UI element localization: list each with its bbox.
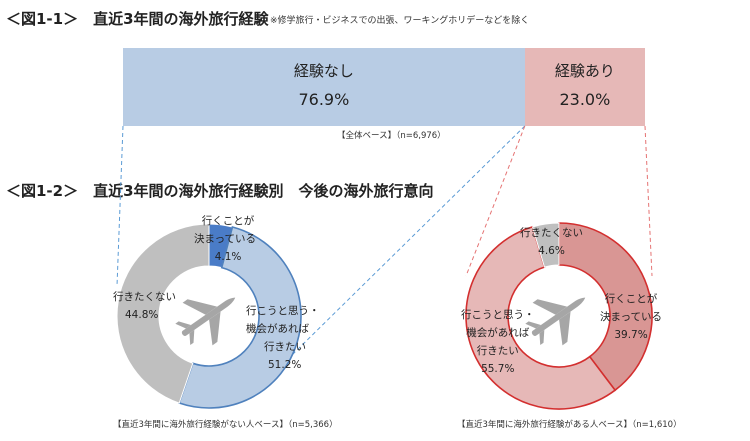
right-slice-no [531,222,560,268]
right-value-want: 55.7% [481,363,515,375]
bar-value-none: 76.9% [298,90,350,109]
left-label-no-line1: 行きたくない [113,291,176,303]
left-label-want-line1: 行こうと思う・ [246,305,320,317]
connector-left-b [292,125,526,355]
left-value-no: 44.8% [125,309,159,321]
bar-label-yes: 経験あり [554,62,615,80]
fig2-title: ＜図1-2＞ 直近3年間の海外旅行経験別 今後の海外旅行意向 [6,182,434,200]
fig1-base: 【全体ベース】（n=6,976） [337,131,446,141]
connector-right-a [465,125,526,277]
right-label-want-line3: 行きたい [476,345,519,357]
connector-left-a [116,125,124,287]
airplane-icon [525,297,586,346]
right-label-decided-line1: 行くことが [604,293,658,305]
right-value-no: 4.6% [538,245,565,257]
fig1-title: ＜図1-1＞ 直近3年間の海外旅行経験 [6,10,269,28]
left-label-decided-line2: 決まっている [194,233,257,245]
right-label-want: 行こうと思う・ 機会があれば 行きたい 55.7% [461,306,535,378]
left-value-want: 51.2% [268,359,302,371]
right-label-want-line2: 機会があれば [466,327,530,339]
right-value-decided: 39.7% [614,329,648,341]
left-slice-no [116,223,210,404]
right-slice-decided [558,222,653,392]
left-label-decided-line1: 行くことが [201,215,255,227]
fig2-right-base: 【直近3年間に海外旅行経験がある人ベース】（n=1,610） [457,420,682,430]
bar-label-none: 経験なし [293,62,354,80]
right-label-decided: 行くことが 決まっている 39.7% [600,290,662,344]
left-label-want: 行こうと思う・ 機会があれば 行きたい 51.2% [246,302,320,374]
left-label-no: 行きたくない 44.8% [113,288,176,324]
left-label-want-line2: 機会があれば [246,323,309,335]
right-label-no-line1: 行きたくない [520,227,583,239]
bar-segment-none: 経験なし 76.9% [123,48,525,126]
fig2-left-base: 【直近3年間に海外旅行経験がない人ベース】（n=5,366） [113,420,338,430]
right-label-decided-line2: 決まっている [600,311,663,323]
airplane-icon [175,297,236,346]
stacked-bar: 経験なし 76.9% 経験あり 23.0% [123,48,645,126]
bar-segment-yes: 経験あり 23.0% [524,48,645,126]
fig1-note: ※修学旅行・ビジネスでの出張、ワーキングホリデーなどを除く [270,16,530,26]
right-slice-want [465,225,617,410]
left-label-want-line3: 行きたい [264,341,306,353]
left-label-decided: 行くことが 決まっている 4.1% [194,212,256,266]
right-label-no: 行きたくない 4.6% [520,224,583,260]
connector-right-b [644,125,653,277]
right-label-want-line1: 行こうと思う・ [461,309,535,321]
left-value-decided: 4.1% [214,251,242,263]
bar-value-yes: 23.0% [559,90,611,109]
left-slice-want [178,226,302,409]
